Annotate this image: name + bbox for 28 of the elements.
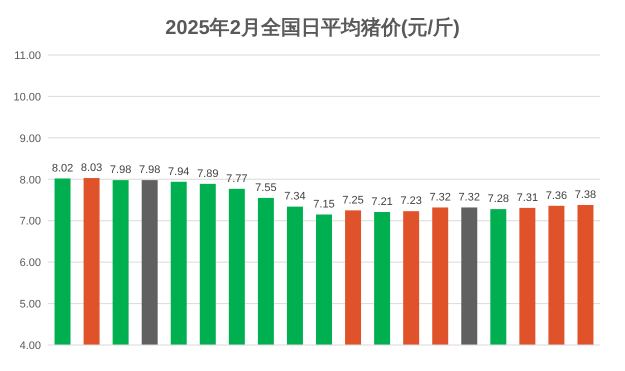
data-label: 7.28: [488, 193, 510, 206]
data-label: 8.03: [80, 162, 102, 174]
chart-title: 2025年2月全国日平均猪价(元/斤): [165, 16, 460, 39]
data-label: 7.55: [255, 182, 277, 194]
data-label: 7.34: [284, 190, 306, 203]
data-label: 7.32: [458, 191, 480, 204]
y-tick-label: 4.00: [20, 340, 41, 352]
data-label: 7.23: [400, 195, 422, 208]
data-label: 7.31: [516, 192, 538, 204]
y-tick-label: 11.00: [14, 50, 41, 62]
data-label: 8.02: [52, 162, 74, 174]
data-label: 7.15: [313, 198, 335, 210]
data-label: 7.98: [110, 164, 132, 176]
data-label: 7.25: [342, 194, 364, 206]
data-label: 7.89: [197, 168, 218, 180]
data-label: 7.38: [574, 188, 596, 201]
y-tick-label: 5.00: [20, 298, 41, 311]
data-label: 7.98: [138, 164, 160, 176]
data-label: 7.77: [226, 172, 248, 185]
y-tick-label: 6.00: [20, 257, 41, 270]
y-tick-label: 8.00: [20, 174, 41, 186]
data-label: 7.32: [430, 191, 451, 204]
y-tick-label: 7.00: [20, 216, 41, 228]
data-label: 7.36: [546, 190, 568, 202]
data-label: 7.21: [371, 196, 393, 208]
data-label: 7.94: [168, 166, 190, 178]
y-tick-label: 10.00: [13, 91, 41, 104]
y-tick-label: 9.00: [20, 132, 41, 145]
